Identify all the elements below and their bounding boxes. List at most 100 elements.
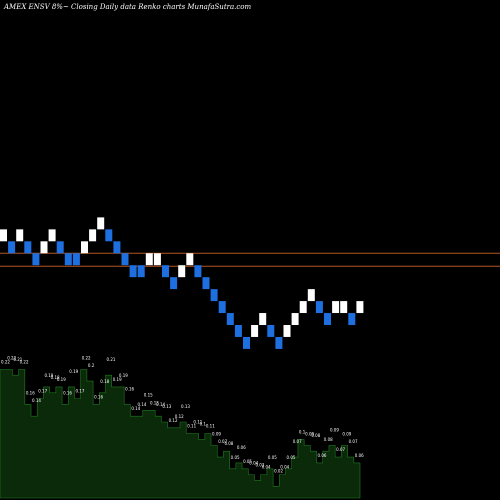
volume-label: 0.13 xyxy=(181,404,190,409)
volume-label: 0.05 xyxy=(287,455,296,460)
volume-label: 0.14 xyxy=(131,406,140,411)
renko-brick xyxy=(356,301,364,314)
volume-label: 0.07 xyxy=(349,439,358,444)
volume-label: 0.09 xyxy=(212,431,221,436)
volume-label: 0.17 xyxy=(38,389,47,394)
renko-brick xyxy=(226,313,234,325)
volume-label: 0.05 xyxy=(243,459,252,464)
volume-label: 0.05 xyxy=(268,455,277,460)
volume-label: 0.15 xyxy=(144,392,153,397)
volume-area xyxy=(0,369,361,499)
volume-label: 0.03 xyxy=(255,462,264,467)
renko-brick xyxy=(218,301,226,314)
volume-label: 0.11 xyxy=(193,420,202,425)
volume-label: 0.19 xyxy=(44,373,53,378)
renko-brick xyxy=(162,265,169,278)
volume-label: 0.11 xyxy=(206,424,215,429)
renko-brick xyxy=(234,325,242,337)
volume-label: 0.04 xyxy=(262,465,271,470)
renko-brick xyxy=(81,241,88,254)
renko-brick xyxy=(56,241,64,254)
volume-label: 0.19 xyxy=(119,373,128,378)
volume-label: 0.19 xyxy=(57,377,66,382)
volume-label: 0.12 xyxy=(175,414,184,419)
volume-label: 0.14 xyxy=(32,398,41,403)
renko-brick xyxy=(16,229,24,242)
volume-label: 0.16 xyxy=(63,390,72,395)
volume-label: 0.21 xyxy=(13,357,22,362)
volume-label: 0.04 xyxy=(280,465,289,470)
renko-brick xyxy=(137,265,145,278)
volume-label: 0.09 xyxy=(342,431,351,436)
volume-label: 0.18 xyxy=(100,379,109,384)
renko-brick xyxy=(145,253,153,266)
renko-brick xyxy=(275,336,283,349)
renko-brick xyxy=(113,241,121,254)
volume-label: 0.11 xyxy=(187,424,196,429)
renko-brick xyxy=(178,265,186,278)
renko-brick xyxy=(210,289,218,302)
volume-panel xyxy=(0,369,361,499)
renko-brick xyxy=(267,325,275,337)
volume-label: 0.06 xyxy=(355,453,364,458)
volume-label: 0.16 xyxy=(125,386,134,391)
chart-title: AMEX ENSV 8%~ Closing Daily data Renko c… xyxy=(3,3,252,11)
renko-brick xyxy=(324,313,331,325)
volume-label: 0.09 xyxy=(330,427,339,432)
volume-label: 0.22 xyxy=(82,355,91,360)
volume-labels: 0.220.220.210.220.160.140.170.190.180.19… xyxy=(1,355,364,473)
renko-brick xyxy=(32,253,40,266)
renko-brick xyxy=(243,336,250,349)
renko-brick xyxy=(8,241,16,254)
renko-bricks xyxy=(0,217,364,349)
renko-brick xyxy=(340,301,348,314)
volume-label: 0.07 xyxy=(293,439,302,444)
volume-label: 0.1 xyxy=(200,422,207,427)
renko-brick xyxy=(64,253,72,266)
renko-brick xyxy=(202,277,210,290)
renko-brick xyxy=(291,313,299,325)
volume-label: 0.17 xyxy=(75,389,84,394)
volume-label: 0.04 xyxy=(249,461,258,466)
renko-brick xyxy=(40,241,48,254)
volume-label: 0.2 xyxy=(88,363,95,368)
renko-brick xyxy=(194,265,202,278)
renko-brick xyxy=(332,301,340,314)
volume-label: 0.12 xyxy=(169,418,178,423)
volume-label: 0.02 xyxy=(274,468,283,473)
volume-label: 0.05 xyxy=(231,455,240,460)
volume-label: 0.19 xyxy=(113,377,122,382)
volume-label: 0.19 xyxy=(69,369,78,374)
volume-label: 0.21 xyxy=(107,357,116,362)
renko-brick xyxy=(129,265,137,278)
volume-label: 0.13 xyxy=(162,404,171,409)
renko-brick xyxy=(348,313,356,325)
renko-brick xyxy=(105,229,113,242)
volume-label: 0.22 xyxy=(7,355,16,360)
volume-label: 0.16 xyxy=(26,390,35,395)
renko-brick xyxy=(186,253,194,266)
renko-brick xyxy=(0,229,7,242)
renko-brick xyxy=(259,313,267,325)
volume-label: 0.08 xyxy=(324,437,333,442)
volume-label: 0.22 xyxy=(1,359,10,364)
renko-brick xyxy=(283,325,291,337)
renko-brick xyxy=(24,241,32,254)
volume-label: 0.15 xyxy=(150,400,159,405)
volume-label: 0.14 xyxy=(138,402,147,407)
renko-brick xyxy=(251,325,259,337)
volume-label: 0.22 xyxy=(20,359,29,364)
renko-brick xyxy=(153,253,161,266)
renko-brick xyxy=(72,253,80,266)
volume-label: 0.1 xyxy=(299,430,306,435)
renko-brick xyxy=(170,277,178,290)
renko-brick xyxy=(315,301,323,314)
volume-label: 0.14 xyxy=(156,402,165,407)
volume-label: 0.07 xyxy=(218,439,227,444)
volume-label: 0.18 xyxy=(51,375,60,380)
renko-brick xyxy=(48,229,56,242)
renko-brick xyxy=(121,253,129,266)
renko-brick xyxy=(299,301,307,314)
volume-label: 0.07 xyxy=(336,447,345,452)
volume-label: 0.09 xyxy=(305,431,314,436)
